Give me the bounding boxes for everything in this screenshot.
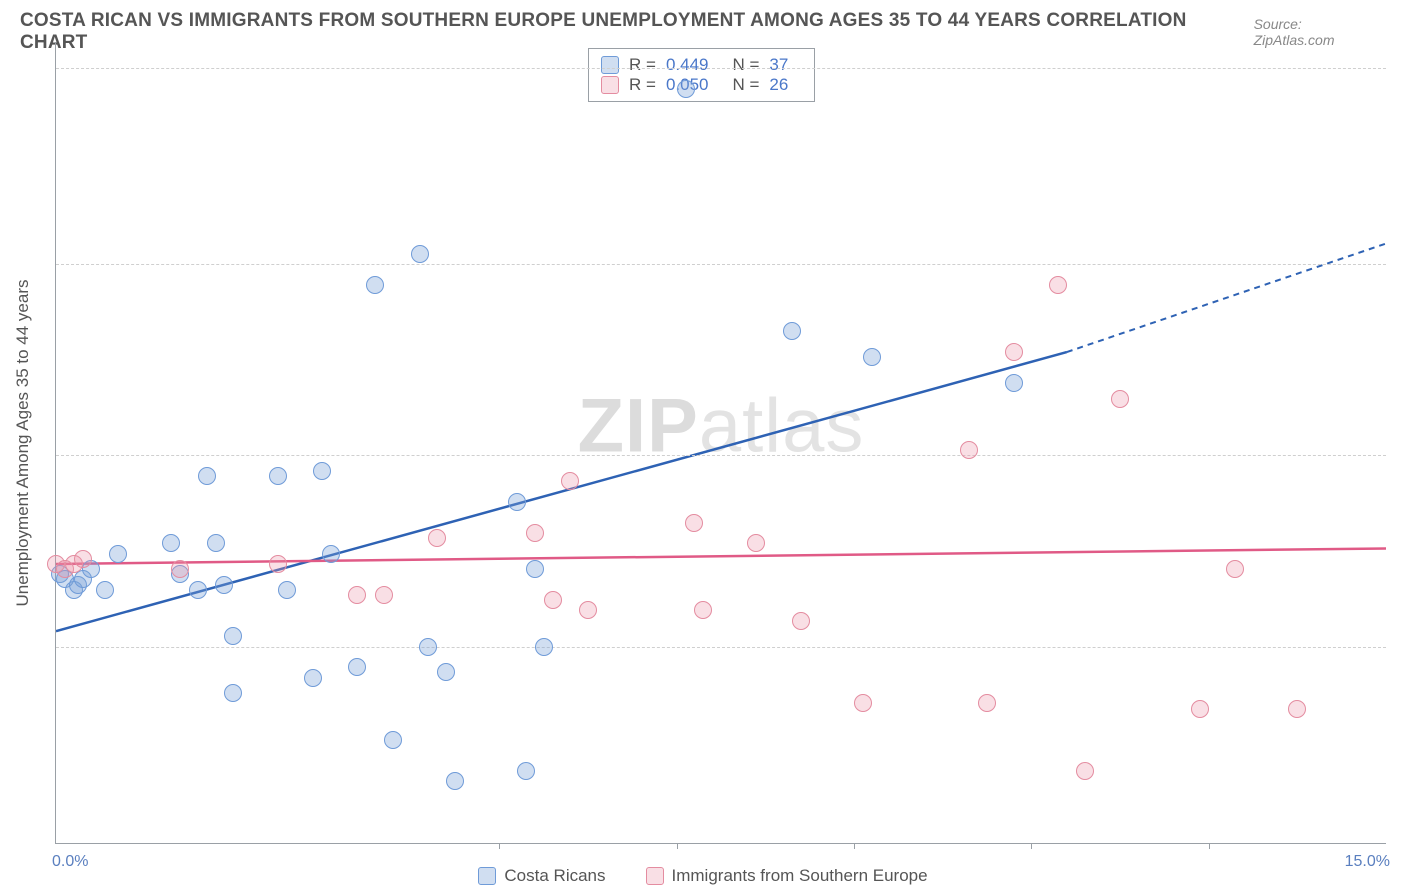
- trend-line: [56, 548, 1386, 564]
- y-axis-label: Unemployment Among Ages 35 to 44 years: [13, 280, 33, 607]
- data-point: [1111, 390, 1129, 408]
- data-point: [694, 601, 712, 619]
- x-tick-mark: [1031, 843, 1032, 849]
- y-tick-label: 11.2%: [1394, 255, 1406, 273]
- data-point: [322, 545, 340, 563]
- data-point: [74, 550, 92, 568]
- data-point: [348, 586, 366, 604]
- data-point: [207, 534, 225, 552]
- data-point: [411, 245, 429, 263]
- data-point: [375, 586, 393, 604]
- data-point: [960, 441, 978, 459]
- data-point: [224, 684, 242, 702]
- data-point: [1005, 374, 1023, 392]
- data-point: [171, 560, 189, 578]
- stat-row: R =0.050N =26: [601, 75, 802, 95]
- data-point: [677, 80, 695, 98]
- trend-line-extension: [1067, 244, 1386, 353]
- data-point: [96, 581, 114, 599]
- data-point: [348, 658, 366, 676]
- data-point: [561, 472, 579, 490]
- legend-label: Immigrants from Southern Europe: [672, 866, 928, 886]
- data-point: [162, 534, 180, 552]
- x-tick-mark: [1209, 843, 1210, 849]
- data-point: [446, 772, 464, 790]
- r-label: R =: [629, 55, 656, 75]
- legend-item: Immigrants from Southern Europe: [646, 866, 928, 886]
- data-point: [792, 612, 810, 630]
- gridline-horizontal: [56, 455, 1386, 456]
- data-point: [313, 462, 331, 480]
- data-point: [198, 467, 216, 485]
- n-label: N =: [732, 55, 759, 75]
- data-point: [526, 524, 544, 542]
- data-point: [1288, 700, 1306, 718]
- n-value: 37: [769, 55, 788, 75]
- data-point: [526, 560, 544, 578]
- data-point: [437, 663, 455, 681]
- data-point: [535, 638, 553, 656]
- data-point: [517, 762, 535, 780]
- watermark: ZIPatlas: [578, 383, 865, 470]
- y-tick-label: 7.5%: [1394, 446, 1406, 464]
- data-point: [366, 276, 384, 294]
- legend-swatch: [601, 56, 619, 74]
- y-tick-label: 15.0%: [1394, 59, 1406, 77]
- chart-area: Unemployment Among Ages 35 to 44 years Z…: [55, 42, 1386, 844]
- data-point: [269, 467, 287, 485]
- data-point: [1226, 560, 1244, 578]
- trend-line: [56, 352, 1067, 631]
- stat-row: R = 0.449 N = 37: [601, 55, 802, 75]
- legend-label: Costa Ricans: [504, 866, 605, 886]
- legend-swatch: [601, 76, 619, 94]
- x-tick-mark: [677, 843, 678, 849]
- x-tick-mark: [499, 843, 500, 849]
- r-label: R =: [629, 75, 656, 95]
- data-point: [1191, 700, 1209, 718]
- legend-swatch: [478, 867, 496, 885]
- data-point: [854, 694, 872, 712]
- data-point: [544, 591, 562, 609]
- data-point: [508, 493, 526, 511]
- data-point: [224, 627, 242, 645]
- data-point: [384, 731, 402, 749]
- data-point: [1076, 762, 1094, 780]
- data-point: [269, 555, 287, 573]
- data-point: [1005, 343, 1023, 361]
- r-value: 0.449: [666, 55, 709, 75]
- trend-lines-svg: [56, 42, 1386, 843]
- data-point: [685, 514, 703, 532]
- data-point: [215, 576, 233, 594]
- scatter-plot: ZIPatlas R =0.449N =37R =0.050N =26 0.0%…: [55, 42, 1386, 844]
- gridline-horizontal: [56, 264, 1386, 265]
- legend-item: Costa Ricans: [478, 866, 605, 886]
- data-point: [1049, 276, 1067, 294]
- data-point: [747, 534, 765, 552]
- x-tick-mark: [854, 843, 855, 849]
- n-value: 26: [769, 75, 788, 95]
- data-point: [419, 638, 437, 656]
- data-point: [579, 601, 597, 619]
- data-point: [978, 694, 996, 712]
- data-point: [304, 669, 322, 687]
- correlation-stats-box: R =0.449N =37R =0.050N =26: [588, 48, 815, 102]
- data-point: [428, 529, 446, 547]
- data-point: [863, 348, 881, 366]
- y-tick-label: 3.8%: [1394, 638, 1406, 656]
- data-point: [278, 581, 296, 599]
- data-point: [109, 545, 127, 563]
- data-point: [189, 581, 207, 599]
- bottom-legend: Costa Ricans Immigrants from Southern Eur…: [0, 866, 1406, 886]
- gridline-horizontal: [56, 647, 1386, 648]
- n-label: N =: [732, 75, 759, 95]
- legend-swatch: [646, 867, 664, 885]
- gridline-horizontal: [56, 68, 1386, 69]
- data-point: [783, 322, 801, 340]
